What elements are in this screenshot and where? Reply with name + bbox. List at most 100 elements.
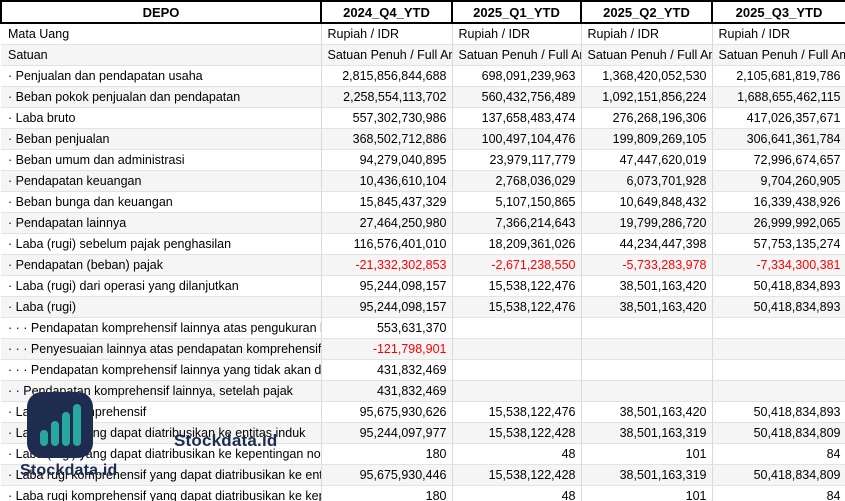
cell-value[interactable]: 38,501,163,319 [581,422,713,444]
cell-value[interactable]: 16,339,438,926 [712,191,845,213]
cell-value[interactable]: 15,538,122,428 [452,464,582,486]
row-label[interactable]: · Pendapatan lainnya [1,212,322,234]
cell-value[interactable]: 1,688,655,462,115 [712,86,845,108]
cell-value[interactable]: 10,436,610,104 [321,170,453,192]
cell-value[interactable]: 101 [581,485,713,501]
cell-value[interactable]: 2,815,856,844,688 [321,65,453,87]
cell-value[interactable]: 48 [452,443,582,465]
cell-value[interactable]: -7,334,300,381 [712,254,845,276]
cell-value[interactable]: 180 [321,485,453,501]
cell-value[interactable]: 15,538,122,476 [452,401,582,423]
row-label[interactable]: · Pendapatan keuangan [1,170,322,192]
row-label[interactable]: · · · Penyesuaian lainnya atas pendapata… [1,338,322,360]
column-header-2025-q2[interactable]: 2025_Q2_YTD [580,0,713,24]
cell-value[interactable]: Satuan Penuh / Full Amount [321,44,453,66]
cell-value[interactable] [452,317,582,339]
cell-value[interactable] [581,317,713,339]
cell-value[interactable]: -121,798,901 [321,338,453,360]
cell-value[interactable]: 1,368,420,052,530 [581,65,713,87]
cell-value[interactable] [712,380,845,402]
cell-value[interactable]: 417,026,357,671 [712,107,845,129]
cell-value[interactable]: 95,244,098,157 [321,296,453,318]
row-label[interactable]: · · · Pendapatan komprehensif lainnya at… [1,317,322,339]
cell-value[interactable]: 26,999,992,065 [712,212,845,234]
cell-value[interactable]: 19,799,286,720 [581,212,713,234]
cell-value[interactable]: 50,418,834,893 [712,401,845,423]
cell-value[interactable]: 95,244,097,977 [321,422,453,444]
cell-value[interactable]: 15,538,122,428 [452,422,582,444]
row-label[interactable]: Satuan [1,44,322,66]
row-label[interactable]: · Laba (rugi) dari operasi yang dilanjut… [1,275,322,297]
cell-value[interactable]: 1,092,151,856,224 [581,86,713,108]
row-label[interactable]: · Beban penjualan [1,128,322,150]
cell-value[interactable]: 15,845,437,329 [321,191,453,213]
cell-value[interactable]: 50,418,834,893 [712,275,845,297]
cell-value[interactable]: Satuan Penuh / Full Amount [581,44,713,66]
cell-value[interactable]: 50,418,834,893 [712,296,845,318]
cell-value[interactable]: 57,753,135,274 [712,233,845,255]
cell-value[interactable]: 2,768,036,029 [452,170,582,192]
cell-value[interactable]: 27,464,250,980 [321,212,453,234]
cell-value[interactable]: 44,234,447,398 [581,233,713,255]
cell-value[interactable]: Rupiah / IDR [712,23,845,45]
cell-value[interactable]: 199,809,269,105 [581,128,713,150]
cell-value[interactable]: 431,832,469 [321,359,453,381]
cell-value[interactable]: 276,268,196,306 [581,107,713,129]
row-label[interactable]: Mata Uang [1,23,322,45]
cell-value[interactable]: 84 [712,485,845,501]
cell-value[interactable]: Satuan Penuh / Full Amount [712,44,845,66]
cell-value[interactable]: 48 [452,485,582,501]
cell-value[interactable]: 2,105,681,819,786 [712,65,845,87]
cell-value[interactable]: 137,658,483,474 [452,107,582,129]
cell-value[interactable]: 47,447,620,019 [581,149,713,171]
cell-value[interactable] [452,338,582,360]
cell-value[interactable]: 7,366,214,643 [452,212,582,234]
cell-value[interactable]: 94,279,040,895 [321,149,453,171]
cell-value[interactable]: Rupiah / IDR [321,23,453,45]
cell-value[interactable]: 15,538,122,476 [452,296,582,318]
row-label[interactable]: · Penjualan dan pendapatan usaha [1,65,322,87]
cell-value[interactable] [452,380,582,402]
cell-value[interactable]: 698,091,239,963 [452,65,582,87]
cell-value[interactable]: 116,576,401,010 [321,233,453,255]
cell-value[interactable]: 84 [712,443,845,465]
cell-value[interactable] [712,317,845,339]
column-header-2025-q1[interactable]: 2025_Q1_YTD [451,0,582,24]
cell-value[interactable]: 2,258,554,113,702 [321,86,453,108]
row-label[interactable]: · Beban bunga dan keuangan [1,191,322,213]
row-label[interactable]: · Laba (rugi) sebelum pajak penghasilan [1,233,322,255]
cell-value[interactable]: 50,418,834,809 [712,464,845,486]
cell-value[interactable]: 50,418,834,809 [712,422,845,444]
cell-value[interactable]: 38,501,163,420 [581,401,713,423]
cell-value[interactable]: 38,501,163,420 [581,296,713,318]
cell-value[interactable]: 368,502,712,886 [321,128,453,150]
cell-value[interactable]: 9,704,260,905 [712,170,845,192]
row-label[interactable]: · Beban pokok penjualan dan pendapatan [1,86,322,108]
row-label[interactable]: · Laba rugi komprehensif yang dapat diat… [1,464,322,486]
cell-value[interactable]: 431,832,469 [321,380,453,402]
cell-value[interactable]: 95,244,098,157 [321,275,453,297]
cell-value[interactable] [712,338,845,360]
row-label[interactable]: · Pendapatan (beban) pajak [1,254,322,276]
entity-code-header[interactable]: DEPO [0,0,322,24]
row-label[interactable]: · Laba (rugi) [1,296,322,318]
cell-value[interactable] [712,359,845,381]
cell-value[interactable] [452,359,582,381]
cell-value[interactable]: 306,641,361,784 [712,128,845,150]
cell-value[interactable]: Rupiah / IDR [581,23,713,45]
row-label[interactable]: · · · Pendapatan komprehensif lainnya ya… [1,359,322,381]
cell-value[interactable]: 18,209,361,026 [452,233,582,255]
cell-value[interactable]: 15,538,122,476 [452,275,582,297]
cell-value[interactable]: 10,649,848,432 [581,191,713,213]
cell-value[interactable]: 5,107,150,865 [452,191,582,213]
cell-value[interactable]: Satuan Penuh / Full Amount [452,44,582,66]
cell-value[interactable]: 95,675,930,446 [321,464,453,486]
cell-value[interactable]: 180 [321,443,453,465]
cell-value[interactable]: 38,501,163,319 [581,464,713,486]
cell-value[interactable]: 72,996,674,657 [712,149,845,171]
cell-value[interactable]: 6,073,701,928 [581,170,713,192]
cell-value[interactable]: 557,302,730,986 [321,107,453,129]
cell-value[interactable]: 101 [581,443,713,465]
cell-value[interactable]: -21,332,302,853 [321,254,453,276]
cell-value[interactable]: 23,979,117,779 [452,149,582,171]
